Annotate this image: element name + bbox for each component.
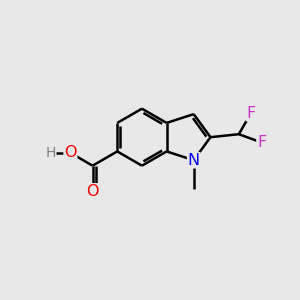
Text: H: H <box>45 146 56 160</box>
Text: O: O <box>86 184 99 199</box>
Text: F: F <box>257 135 266 150</box>
Text: F: F <box>246 106 256 121</box>
Text: N: N <box>188 153 200 168</box>
Text: H: H <box>45 146 56 160</box>
Text: O: O <box>64 145 76 160</box>
